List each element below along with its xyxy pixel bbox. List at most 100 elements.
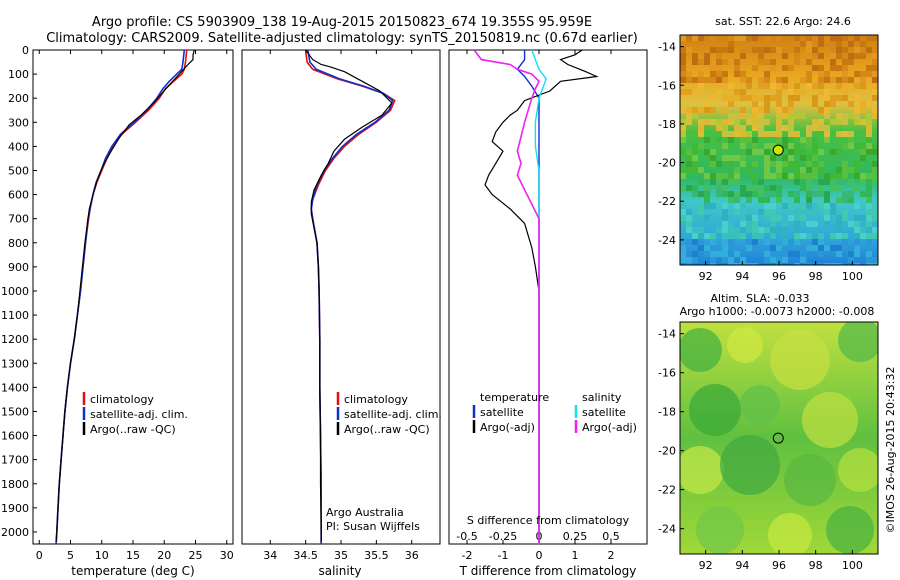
temperature-line-argo-raw-qc- bbox=[55, 49, 195, 542]
sst-cell bbox=[740, 137, 746, 143]
sst-cell bbox=[728, 179, 734, 185]
map-xtick-label: 98 bbox=[809, 559, 823, 572]
sst-cell bbox=[836, 173, 842, 179]
sst-cell bbox=[794, 83, 800, 89]
sst-cell bbox=[764, 35, 770, 41]
sst-cell bbox=[860, 179, 866, 185]
sst-cell bbox=[728, 233, 734, 239]
sst-cell bbox=[722, 245, 728, 251]
sst-cell bbox=[782, 113, 788, 119]
sst-cell bbox=[842, 95, 848, 101]
sst-cell bbox=[800, 59, 806, 65]
sst-cell bbox=[842, 59, 848, 65]
sst-cell bbox=[812, 65, 818, 71]
sst-cell bbox=[710, 149, 716, 155]
sla-map-title-2: Argo h1000: -0.0073 h2000: -0.008 bbox=[680, 305, 875, 318]
sst-cell bbox=[848, 137, 854, 143]
sst-cell bbox=[794, 221, 800, 227]
sst-cell bbox=[740, 89, 746, 95]
sst-cell bbox=[728, 101, 734, 107]
sst-cell bbox=[764, 47, 770, 53]
sst-cell bbox=[722, 221, 728, 227]
sst-cell bbox=[824, 71, 830, 77]
legend-label-salinity-argo: Argo(-adj) bbox=[582, 421, 637, 434]
sst-cell bbox=[782, 203, 788, 209]
sst-cell bbox=[836, 179, 842, 185]
depth-tick-label: 1900 bbox=[1, 502, 29, 515]
sst-cell bbox=[746, 137, 752, 143]
salinity-plot-frame bbox=[241, 49, 441, 545]
sst-cell bbox=[800, 251, 806, 257]
sst-map-axes: 92 94 96 98 100 -14 -16 -18 -20 -22 -24 bbox=[658, 41, 863, 283]
sst-cell bbox=[776, 251, 782, 257]
annotation-argo-australia: Argo Australia bbox=[326, 506, 404, 519]
sst-cell bbox=[782, 65, 788, 71]
sst-cell bbox=[836, 41, 842, 47]
sst-cell bbox=[812, 119, 818, 125]
s-difference-label: S difference from climatology bbox=[467, 514, 630, 527]
sst-cell bbox=[800, 77, 806, 83]
sst-cell bbox=[812, 143, 818, 149]
sst-cell bbox=[728, 263, 734, 265]
sst-cell bbox=[848, 53, 854, 59]
temperature-xtick-label: 30 bbox=[220, 549, 234, 562]
map-ytick-label: -24 bbox=[658, 523, 676, 536]
sst-cell bbox=[716, 65, 722, 71]
sst-cell bbox=[704, 101, 710, 107]
sst-cell bbox=[758, 185, 764, 191]
sla-blob bbox=[696, 506, 744, 554]
sst-cell bbox=[824, 197, 830, 203]
sst-cell bbox=[836, 131, 842, 137]
sst-cell bbox=[752, 149, 758, 155]
sst-cell bbox=[716, 173, 722, 179]
sst-cell bbox=[746, 113, 752, 119]
sst-cell bbox=[788, 95, 794, 101]
sst-cell bbox=[848, 59, 854, 65]
sst-cell bbox=[704, 149, 710, 155]
temperature-xtick-label: 5 bbox=[67, 549, 74, 562]
sst-cell bbox=[746, 77, 752, 83]
sst-cell bbox=[734, 167, 740, 173]
map-xtick-label: 96 bbox=[772, 270, 786, 283]
sst-cell bbox=[692, 161, 698, 167]
sst-cell bbox=[752, 65, 758, 71]
depth-tick-label: 1400 bbox=[1, 381, 29, 394]
sst-cell bbox=[830, 233, 836, 239]
sst-cell bbox=[716, 89, 722, 95]
sst-cell bbox=[680, 71, 686, 77]
sst-cell bbox=[854, 227, 860, 233]
sst-cell bbox=[686, 185, 692, 191]
sst-cell bbox=[854, 233, 860, 239]
sst-cell bbox=[806, 71, 812, 77]
sst-cell bbox=[770, 83, 776, 89]
sst-cell bbox=[872, 53, 878, 59]
sst-cell bbox=[830, 53, 836, 59]
sst-cell bbox=[770, 203, 776, 209]
sst-cell bbox=[848, 41, 854, 47]
sst-cell bbox=[746, 131, 752, 137]
sst-cell bbox=[722, 203, 728, 209]
sst-cell bbox=[698, 203, 704, 209]
sst-cell bbox=[872, 233, 878, 239]
sst-cell bbox=[824, 215, 830, 221]
salinity-series bbox=[304, 49, 396, 544]
sst-cell bbox=[764, 197, 770, 203]
sst-cell bbox=[860, 173, 866, 179]
temperature-series bbox=[55, 49, 195, 545]
sst-cell bbox=[698, 119, 704, 125]
sst-cell bbox=[806, 197, 812, 203]
sst-cell bbox=[848, 179, 854, 185]
sst-cell bbox=[686, 221, 692, 227]
sst-cell bbox=[734, 233, 740, 239]
salinity-difference-tick-label: -0.5 bbox=[456, 530, 477, 543]
sst-cell bbox=[704, 263, 710, 265]
sst-cell bbox=[854, 47, 860, 53]
sst-cell bbox=[764, 173, 770, 179]
sst-cell bbox=[686, 209, 692, 215]
sst-cell bbox=[734, 119, 740, 125]
sst-cell bbox=[806, 59, 812, 65]
sst-cell bbox=[734, 131, 740, 137]
sst-cell bbox=[764, 185, 770, 191]
sst-cell bbox=[788, 251, 794, 257]
sst-cell bbox=[758, 113, 764, 119]
